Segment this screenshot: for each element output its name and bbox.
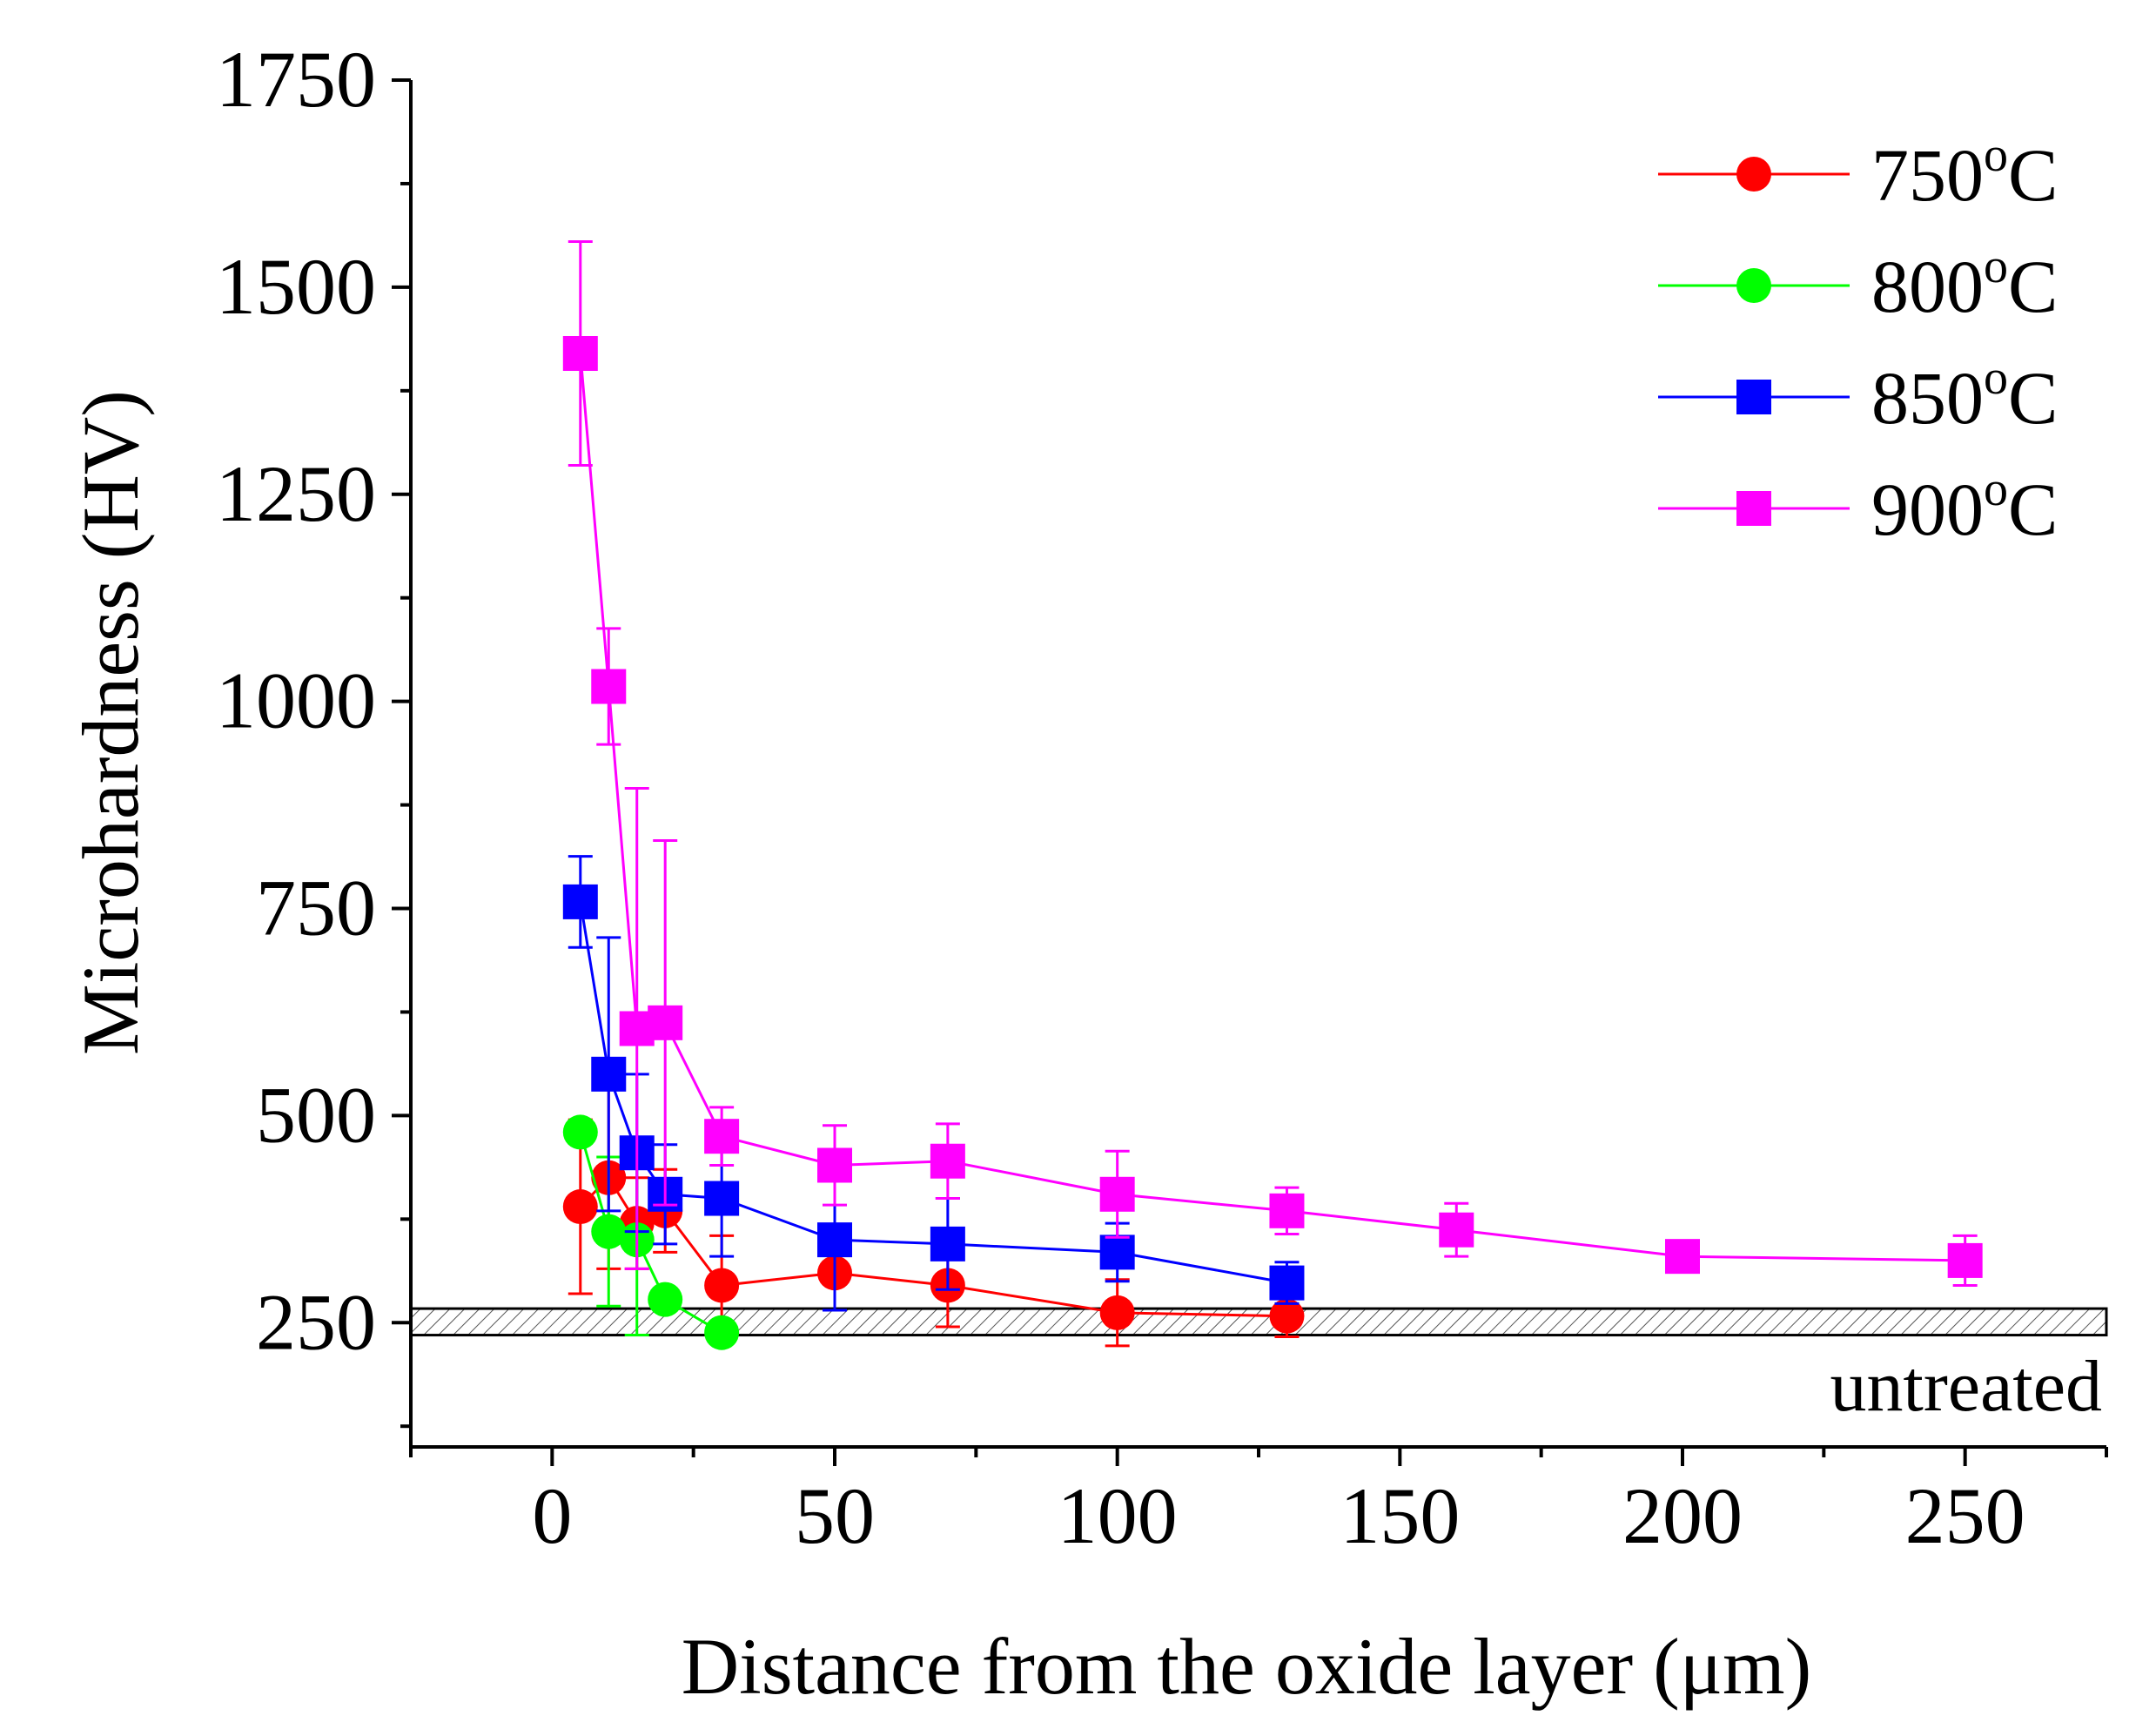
- data-point: [562, 884, 598, 919]
- legend-label: 900oC: [1871, 462, 2058, 551]
- series-line: [579, 353, 1965, 1262]
- data-point: [704, 1181, 740, 1216]
- data-point: [704, 1268, 740, 1303]
- data-point: [648, 1005, 683, 1040]
- x-tick-label: 250: [1905, 1471, 2025, 1560]
- x-tick-label: 200: [1622, 1471, 1743, 1560]
- data-point: [1665, 1239, 1700, 1275]
- x-axis-title: Distance from the oxide layer (μm): [682, 1622, 1812, 1711]
- data-point: [591, 669, 627, 704]
- data-point: [562, 1189, 598, 1225]
- data-point: [1439, 1212, 1474, 1248]
- y-axis-title: Microhardness (HV): [66, 390, 155, 1055]
- series-layer: [562, 240, 1983, 1350]
- legend-label: 750oC: [1871, 128, 2058, 217]
- data-point: [817, 1222, 852, 1258]
- y-tick-label: 500: [256, 1070, 376, 1159]
- legend: 750oC 800oC 850oC 900oC: [1658, 128, 2058, 551]
- data-point: [1269, 1265, 1305, 1301]
- data-point: [1947, 1242, 1983, 1278]
- data-point: [1099, 1295, 1135, 1330]
- legend-marker: [1736, 491, 1771, 526]
- x-tick-label: 150: [1340, 1471, 1460, 1560]
- data-point: [817, 1147, 852, 1183]
- series-900: [562, 240, 1983, 1287]
- data-point: [562, 1114, 598, 1150]
- y-tick-label: 1250: [216, 449, 376, 538]
- y-tick-label: 1500: [216, 242, 376, 331]
- legend-item: 850oC: [1658, 351, 2058, 440]
- legend-item: 800oC: [1658, 239, 2058, 328]
- untreated-label: untreated: [1830, 1346, 2103, 1427]
- data-point: [1099, 1235, 1135, 1270]
- data-point: [1269, 1193, 1305, 1228]
- series-850: [562, 855, 1305, 1312]
- series-line: [579, 901, 1287, 1285]
- data-point: [591, 1214, 627, 1249]
- y-tick-label: 250: [256, 1277, 376, 1366]
- data-point: [930, 1143, 965, 1179]
- data-point: [930, 1226, 965, 1261]
- legend-label: 800oC: [1871, 239, 2058, 328]
- legend-item: 900oC: [1658, 462, 2058, 551]
- y-tick-label: 1000: [216, 656, 376, 745]
- legend-label: 850oC: [1871, 351, 2058, 440]
- legend-marker: [1736, 268, 1771, 303]
- data-point: [1269, 1298, 1305, 1334]
- data-point: [704, 1119, 740, 1154]
- legend-item: 750oC: [1658, 128, 2058, 217]
- y-tick-label: 1750: [216, 35, 376, 124]
- x-tick-label: 100: [1058, 1471, 1178, 1560]
- data-point: [648, 1282, 683, 1317]
- legend-marker: [1736, 380, 1771, 414]
- axes: 250 500 750 1000 1250 1500 1750 0 50 100 150 200 250: [216, 35, 2108, 1560]
- x-tick-label: 0: [532, 1471, 572, 1560]
- x-tick-label: 50: [795, 1471, 875, 1560]
- data-point: [591, 1056, 627, 1092]
- data-point: [704, 1315, 740, 1350]
- data-point: [1099, 1176, 1135, 1212]
- data-point: [562, 336, 598, 371]
- y-tick-label: 750: [256, 864, 376, 952]
- legend-marker: [1736, 157, 1771, 192]
